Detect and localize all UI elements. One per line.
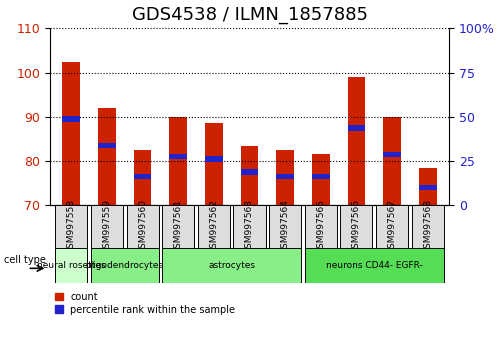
Bar [169, 154, 187, 159]
Bar [62, 62, 80, 205]
Bar [98, 143, 116, 148]
FancyBboxPatch shape [198, 205, 230, 248]
Bar [347, 77, 365, 205]
FancyBboxPatch shape [55, 248, 87, 283]
Bar [312, 154, 330, 205]
Bar [134, 150, 152, 205]
Bar [383, 152, 401, 157]
Bar [276, 150, 294, 205]
Bar [241, 170, 258, 175]
Bar [134, 174, 152, 179]
Text: astrocytes: astrocytes [208, 261, 255, 270]
Text: neural rosettes: neural rosettes [37, 261, 106, 270]
Text: GSM997567: GSM997567 [388, 199, 397, 254]
Text: GSM997564: GSM997564 [280, 199, 289, 254]
Text: GSM997566: GSM997566 [352, 199, 361, 254]
FancyBboxPatch shape [340, 205, 372, 248]
Bar [312, 174, 330, 179]
Legend: count, percentile rank within the sample: count, percentile rank within the sample [55, 292, 236, 314]
Text: GSM997562: GSM997562 [210, 199, 219, 254]
Bar [419, 185, 437, 190]
FancyBboxPatch shape [127, 205, 159, 248]
Text: neurons CD44- EGFR-: neurons CD44- EGFR- [326, 261, 423, 270]
FancyBboxPatch shape [269, 205, 301, 248]
Bar [241, 145, 258, 205]
FancyBboxPatch shape [412, 205, 444, 248]
Bar [205, 124, 223, 205]
FancyBboxPatch shape [376, 205, 408, 248]
Text: cell type: cell type [4, 255, 46, 265]
Text: GSM997560: GSM997560 [138, 199, 147, 254]
Bar [383, 117, 401, 205]
Text: GSM997565: GSM997565 [316, 199, 325, 254]
FancyBboxPatch shape [162, 248, 301, 283]
Text: GSM997559: GSM997559 [102, 199, 111, 254]
Bar [419, 168, 437, 205]
Bar [169, 117, 187, 205]
Text: GSM997561: GSM997561 [174, 199, 183, 254]
FancyBboxPatch shape [55, 205, 87, 248]
Text: GSM997563: GSM997563 [245, 199, 254, 254]
Bar [347, 125, 365, 131]
Bar [98, 108, 116, 205]
Text: GSM997568: GSM997568 [423, 199, 432, 254]
Bar [62, 116, 80, 122]
FancyBboxPatch shape [91, 205, 123, 248]
FancyBboxPatch shape [162, 205, 194, 248]
Text: GSM997558: GSM997558 [67, 199, 76, 254]
FancyBboxPatch shape [234, 205, 265, 248]
Text: oligodendrocytes: oligodendrocytes [86, 261, 164, 270]
Title: GDS4538 / ILMN_1857885: GDS4538 / ILMN_1857885 [132, 6, 367, 24]
Bar [205, 156, 223, 161]
FancyBboxPatch shape [91, 248, 159, 283]
Bar [276, 174, 294, 179]
FancyBboxPatch shape [305, 205, 337, 248]
FancyBboxPatch shape [305, 248, 444, 283]
